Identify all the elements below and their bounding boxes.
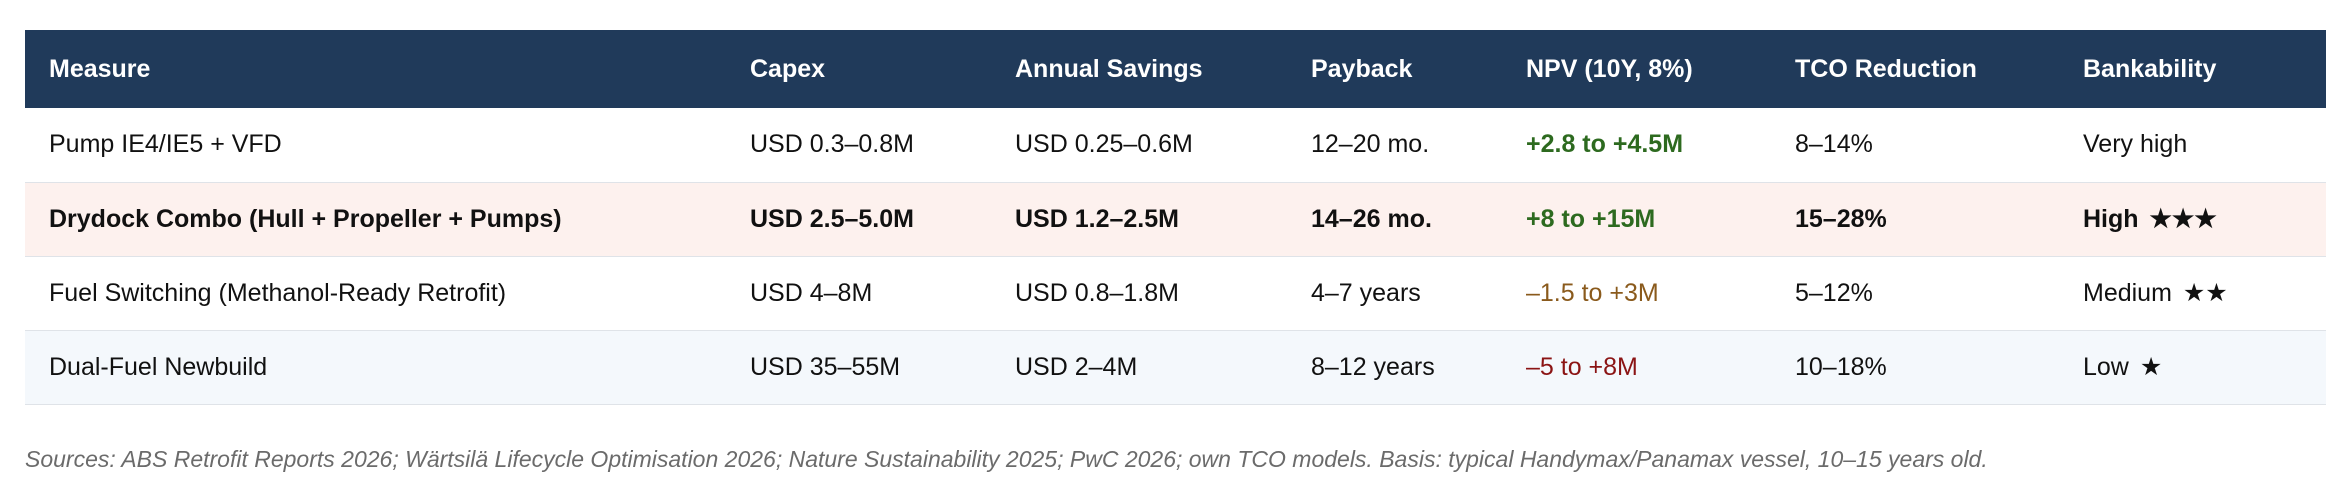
cell-measure: Dual-Fuel Newbuild: [49, 352, 268, 381]
table-row: Dual-Fuel Newbuild USD 35–55M USD 2–4M 8…: [25, 330, 2326, 404]
retrofit-comparison-table: Measure Capex Annual Savings Payback NPV…: [25, 30, 2326, 405]
table-row: Pump IE4/IE5 + VFD USD 0.3–0.8M USD 0.25…: [25, 108, 2326, 182]
cell-savings: USD 0.8–1.8M: [1015, 278, 1179, 307]
cell-bankability: Low ★: [2059, 330, 2326, 404]
bankability-label: Very high: [2083, 130, 2188, 159]
cell-savings: USD 2–4M: [1015, 352, 1138, 381]
table-header-row: Measure Capex Annual Savings Payback NPV…: [25, 30, 2326, 108]
cell-tco: 8–14%: [1795, 130, 1873, 159]
cell-bankability: High ★★★: [2059, 182, 2326, 256]
table-row: Fuel Switching (Methanol-Ready Retrofit)…: [25, 256, 2326, 330]
bankability-label: Medium: [2083, 279, 2172, 307]
cell-npv: –5 to +8M: [1526, 352, 1638, 381]
source-footnote: Sources: ABS Retrofit Reports 2026; Wärt…: [25, 446, 1988, 472]
header-bankability: Bankability: [2083, 54, 2217, 83]
cell-tco: 5–12%: [1795, 278, 1873, 307]
bankability-label: Low: [2083, 353, 2129, 381]
cell-payback: 12–20 mo.: [1311, 130, 1430, 159]
bankability-label: High: [2083, 205, 2139, 233]
header-npv: NPV (10Y, 8%): [1526, 54, 1693, 83]
cell-capex: USD 35–55M: [750, 352, 901, 381]
cell-npv: +2.8 to +4.5M: [1526, 130, 1684, 159]
cell-savings: USD 0.25–0.6M: [1015, 130, 1193, 159]
cell-npv: +8 to +15M: [1526, 204, 1656, 233]
cell-tco: 15–28%: [1795, 204, 1887, 233]
cell-measure: Drydock Combo (Hull + Propeller + Pumps): [49, 204, 562, 233]
cell-payback: 8–12 years: [1311, 352, 1435, 381]
cell-payback: 14–26 mo.: [1311, 204, 1432, 233]
cell-capex: USD 0.3–0.8M: [750, 130, 914, 159]
star-rating-icon: ★★★: [2149, 205, 2217, 233]
header-payback: Payback: [1311, 54, 1413, 83]
cell-capex: USD 2.5–5.0M: [750, 204, 914, 233]
header-measure: Measure: [49, 54, 151, 83]
cell-tco: 10–18%: [1795, 352, 1887, 381]
header-annual-savings: Annual Savings: [1015, 54, 1203, 83]
cell-measure: Fuel Switching (Methanol-Ready Retrofit): [49, 278, 507, 307]
header-tco-reduction: TCO Reduction: [1795, 54, 1977, 83]
header-capex: Capex: [750, 54, 826, 83]
cell-bankability: Medium ★★: [2059, 256, 2326, 330]
star-rating-icon: ★★: [2182, 279, 2228, 307]
comparison-table-container: Measure Capex Annual Savings Payback NPV…: [25, 30, 2326, 405]
cell-capex: USD 4–8M: [750, 278, 873, 307]
cell-payback: 4–7 years: [1311, 278, 1421, 307]
star-rating-icon: ★: [2139, 353, 2163, 381]
table-row-highlighted: Drydock Combo (Hull + Propeller + Pumps)…: [25, 182, 2326, 256]
cell-npv: –1.5 to +3M: [1526, 278, 1659, 307]
cell-measure: Pump IE4/IE5 + VFD: [49, 130, 282, 159]
cell-savings: USD 1.2–2.5M: [1015, 204, 1179, 233]
cell-bankability: Very high: [2059, 108, 2326, 182]
